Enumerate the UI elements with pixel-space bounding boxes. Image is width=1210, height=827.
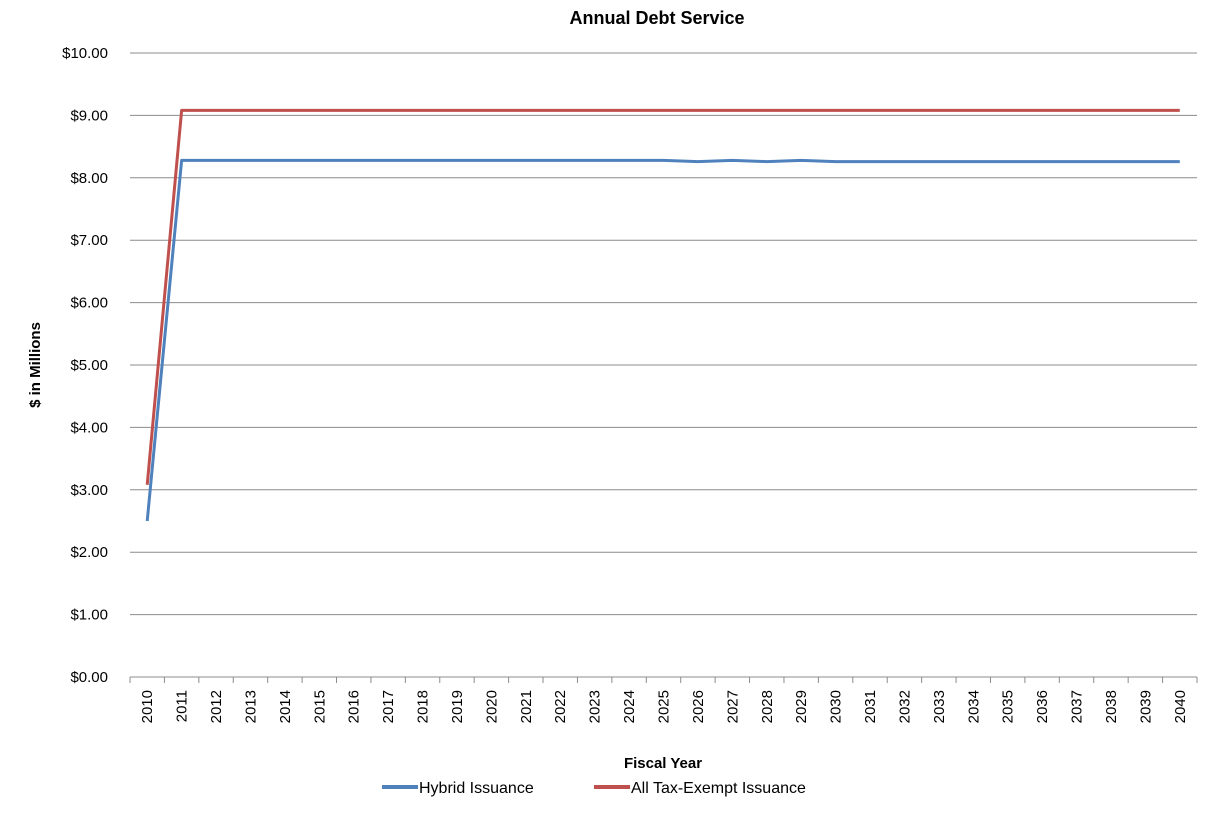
y-tick-label: $0.00 xyxy=(70,669,108,686)
x-tick-label: 2034 xyxy=(965,690,982,723)
x-tick-label: 2031 xyxy=(862,690,879,723)
x-tick-label: 2015 xyxy=(311,690,328,723)
chart-title: Annual Debt Service xyxy=(569,8,744,28)
legend: Hybrid Issuance All Tax-Exempt Issuance xyxy=(382,780,806,797)
x-tick-label: 2032 xyxy=(896,690,913,723)
y-tick-label: $10.00 xyxy=(62,45,108,62)
x-tick-label: 2022 xyxy=(552,690,569,723)
y-tick-label: $4.00 xyxy=(70,419,108,436)
x-tick-label: 2011 xyxy=(174,690,191,722)
legend-label: Hybrid Issuance xyxy=(419,780,534,797)
y-tick-label: $1.00 xyxy=(70,607,108,624)
y-tick-label: $8.00 xyxy=(70,170,108,187)
x-tick-label: 2017 xyxy=(380,690,397,723)
x-tick-label: 2029 xyxy=(793,690,810,723)
x-tick-label: 2038 xyxy=(1103,690,1120,723)
x-tick-label: 2036 xyxy=(1034,690,1051,723)
x-tick-label: 2037 xyxy=(1069,690,1086,723)
x-tick-label: 2012 xyxy=(208,690,225,723)
x-tick-label: 2033 xyxy=(931,690,948,723)
y-tick-label: $9.00 xyxy=(70,107,108,124)
gridlines xyxy=(130,52,1197,616)
y-axis-title: $ in Millions xyxy=(27,322,44,408)
x-tick-label: 2013 xyxy=(242,690,259,723)
x-tick-label: 2020 xyxy=(483,690,500,723)
x-tick-label: 2016 xyxy=(346,690,363,723)
series-line-1 xyxy=(145,158,1180,522)
x-tick-label: 2026 xyxy=(690,690,707,723)
x-axis-title: Fiscal Year xyxy=(624,755,702,772)
x-axis-ticks: 2010 2011 2012 2013 2014 2015 2016 2017 2018 2019… xyxy=(129,677,1198,723)
y-tick-label: $3.00 xyxy=(70,482,108,499)
series-lines xyxy=(145,108,1180,522)
x-tick-label: 2030 xyxy=(828,690,845,723)
legend-label: All Tax-Exempt Issuance xyxy=(631,780,806,797)
x-tick-label: 2018 xyxy=(415,690,432,723)
x-tick-label: 2021 xyxy=(518,690,535,723)
x-tick-label: 2027 xyxy=(724,690,741,723)
y-tick-label: $6.00 xyxy=(70,295,108,312)
x-tick-label: 2039 xyxy=(1137,690,1154,723)
y-axis-ticks: $0.00 $1.00 $2.00 $3.00 $4.00 $5.00 $6.00 $7.00… xyxy=(62,45,108,686)
x-tick-label: 2035 xyxy=(1000,690,1017,723)
x-tick-label: 2025 xyxy=(656,690,673,723)
x-tick-label: 2019 xyxy=(449,690,466,723)
x-tick-label: 2014 xyxy=(277,690,294,723)
x-tick-label: 2024 xyxy=(621,690,638,723)
x-tick-label: 2010 xyxy=(139,690,156,723)
x-tick-label: 2028 xyxy=(759,690,776,723)
series-line-2 xyxy=(145,108,1180,485)
x-tick-label: 2040 xyxy=(1172,690,1189,723)
y-tick-label: $2.00 xyxy=(70,544,108,561)
y-tick-label: $5.00 xyxy=(70,357,108,374)
x-tick-label: 2023 xyxy=(587,690,604,723)
y-tick-label: $7.00 xyxy=(70,232,108,249)
